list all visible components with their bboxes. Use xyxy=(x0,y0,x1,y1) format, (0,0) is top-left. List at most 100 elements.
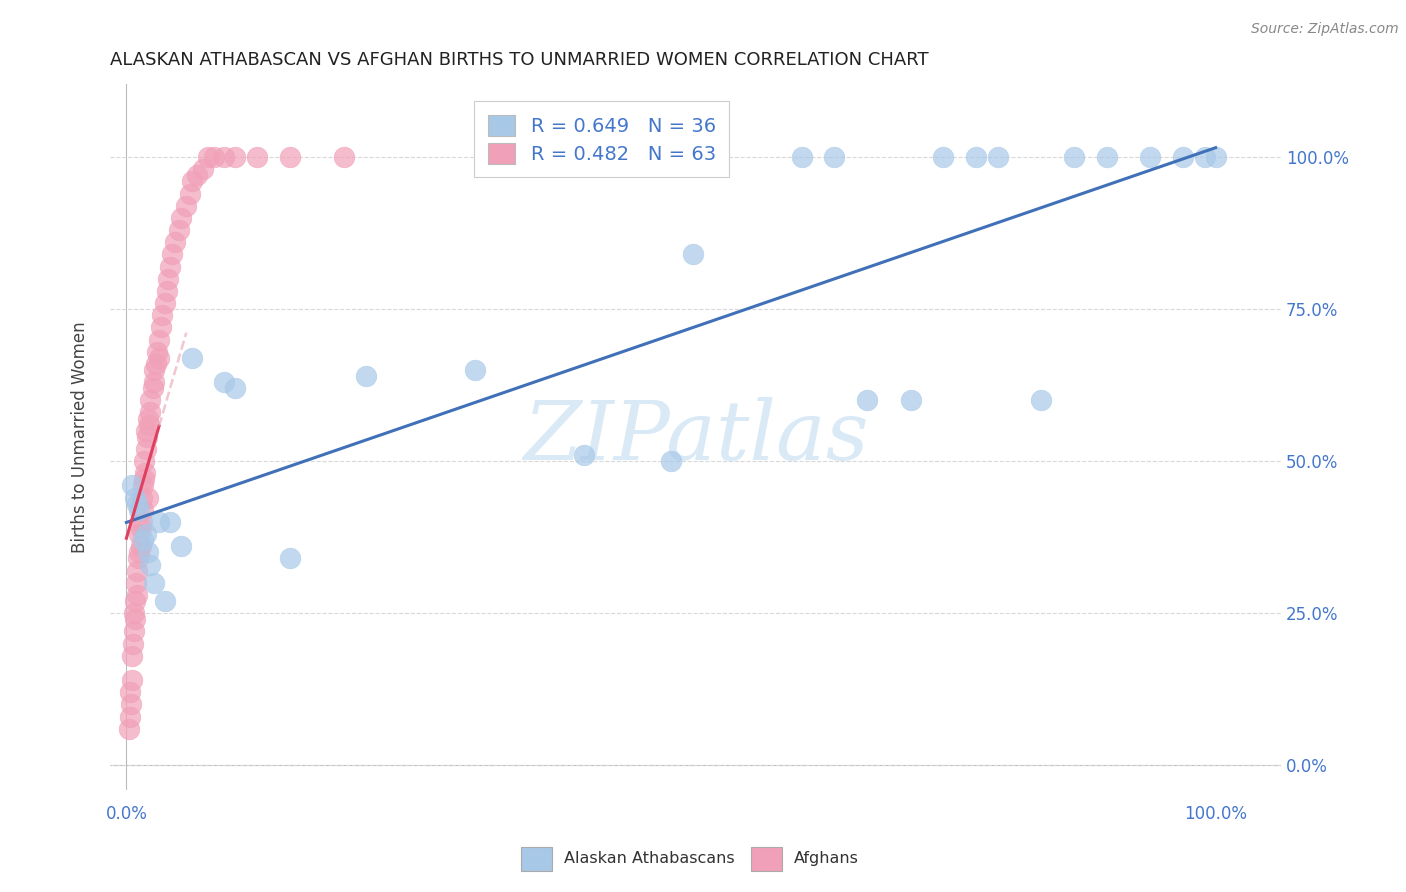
Point xyxy=(987,150,1010,164)
Point xyxy=(354,369,377,384)
Point xyxy=(136,430,159,444)
Point xyxy=(121,673,143,687)
Point xyxy=(148,351,170,365)
Point xyxy=(142,375,165,389)
Point xyxy=(150,320,173,334)
Point xyxy=(176,199,198,213)
Point xyxy=(214,150,236,164)
Point xyxy=(142,381,165,395)
Point xyxy=(659,454,682,468)
Point xyxy=(139,405,162,419)
Point xyxy=(146,344,169,359)
Bar xyxy=(751,847,782,871)
Point xyxy=(121,648,143,663)
Point xyxy=(145,357,167,371)
Bar xyxy=(522,847,553,871)
Point xyxy=(148,515,170,529)
Point xyxy=(165,235,187,250)
Point xyxy=(159,515,181,529)
Point xyxy=(1063,150,1085,164)
Point xyxy=(127,564,149,578)
Point xyxy=(197,150,219,164)
Point xyxy=(186,169,208,183)
Point xyxy=(180,174,202,188)
Text: ZIPatlas: ZIPatlas xyxy=(523,397,869,477)
Point xyxy=(1171,150,1194,164)
Point xyxy=(132,533,155,548)
Point xyxy=(124,491,146,505)
Point xyxy=(159,260,181,274)
Legend: R = 0.649   N = 36, R = 0.482   N = 63: R = 0.649 N = 36, R = 0.482 N = 63 xyxy=(474,101,730,178)
Point xyxy=(127,551,149,566)
Point xyxy=(129,539,152,553)
Point xyxy=(139,393,162,408)
Point xyxy=(118,685,141,699)
Point xyxy=(135,527,157,541)
Point xyxy=(1194,150,1216,164)
Point xyxy=(131,491,153,505)
Point xyxy=(120,698,142,712)
Point xyxy=(1095,150,1118,164)
Point xyxy=(135,424,157,438)
Point xyxy=(134,467,156,481)
Point xyxy=(214,375,236,389)
Point xyxy=(1139,150,1161,164)
Point xyxy=(156,271,179,285)
Point xyxy=(138,417,160,432)
Point xyxy=(132,478,155,492)
Point xyxy=(148,333,170,347)
Point xyxy=(167,223,190,237)
Point xyxy=(180,351,202,365)
Point xyxy=(122,606,145,620)
Point xyxy=(932,150,955,164)
Point xyxy=(139,558,162,572)
Point xyxy=(135,442,157,456)
Text: ALASKAN ATHABASCAN VS AFGHAN BIRTHS TO UNMARRIED WOMEN CORRELATION CHART: ALASKAN ATHABASCAN VS AFGHAN BIRTHS TO U… xyxy=(110,51,929,69)
Point xyxy=(224,381,246,395)
Point xyxy=(132,472,155,486)
Point xyxy=(122,636,145,650)
Point xyxy=(122,624,145,639)
Point xyxy=(202,150,225,164)
Point xyxy=(142,575,165,590)
Text: Alaskan Athabascans: Alaskan Athabascans xyxy=(564,852,735,866)
Point xyxy=(132,503,155,517)
Y-axis label: Births to Unmarried Women: Births to Unmarried Women xyxy=(72,321,89,553)
Point xyxy=(124,612,146,626)
Point xyxy=(179,186,201,201)
Point xyxy=(464,363,486,377)
Point xyxy=(572,448,595,462)
Point xyxy=(128,527,150,541)
Point xyxy=(965,150,987,164)
Point xyxy=(191,162,214,177)
Point xyxy=(1205,150,1227,164)
Point xyxy=(160,247,183,261)
Point xyxy=(150,308,173,322)
Point xyxy=(128,545,150,559)
Point xyxy=(856,393,879,408)
Point xyxy=(153,296,176,310)
Point xyxy=(790,150,813,164)
Point xyxy=(823,150,845,164)
Point xyxy=(170,539,193,553)
Point xyxy=(900,393,922,408)
Point xyxy=(156,284,179,298)
Text: Afghans: Afghans xyxy=(794,852,859,866)
Point xyxy=(118,709,141,723)
Point xyxy=(136,411,159,425)
Point xyxy=(127,588,149,602)
Point xyxy=(136,545,159,559)
Point xyxy=(132,454,155,468)
Point xyxy=(1031,393,1053,408)
Point xyxy=(224,150,246,164)
Point xyxy=(278,150,301,164)
Point xyxy=(129,521,152,535)
Point xyxy=(246,150,269,164)
Text: Source: ZipAtlas.com: Source: ZipAtlas.com xyxy=(1251,22,1399,37)
Point xyxy=(124,594,146,608)
Point xyxy=(170,211,193,225)
Point xyxy=(121,478,143,492)
Point xyxy=(117,722,139,736)
Point xyxy=(142,363,165,377)
Point xyxy=(128,503,150,517)
